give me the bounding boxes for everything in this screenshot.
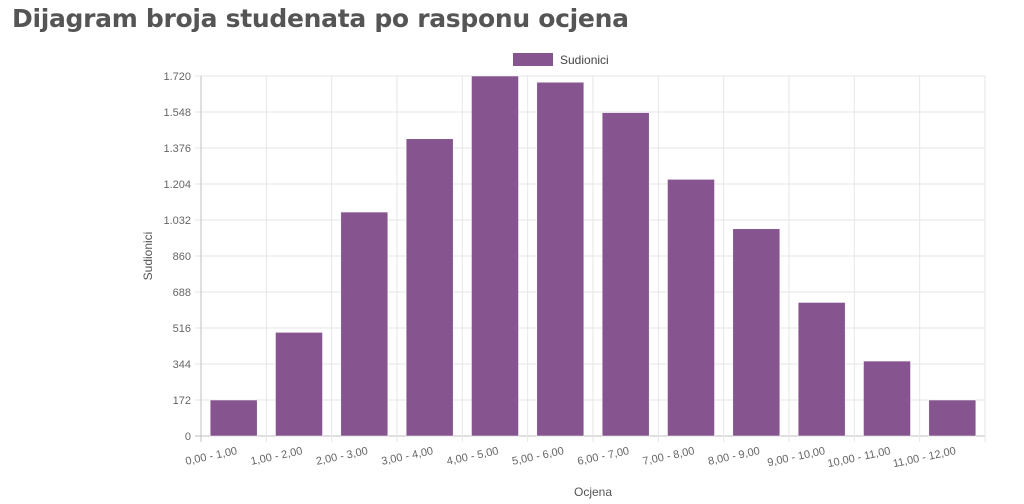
x-tick-label: 5,00 - 6,00 [511,445,565,468]
bar[interactable] [405,138,454,437]
bar[interactable] [209,399,258,437]
x-axis-title: Ocjena [574,485,612,499]
bar[interactable] [797,302,846,437]
bar[interactable] [732,228,781,437]
x-tick-label: 0,00 - 1,00 [184,445,238,468]
legend-label[interactable]: Sudionici [560,53,609,67]
y-tick-label: 516 [173,323,191,335]
x-tick-label: 1,00 - 2,00 [250,445,304,468]
x-tick-label: 6,00 - 7,00 [576,445,630,468]
bars [209,75,977,437]
x-tick-label: 4,00 - 5,00 [446,445,500,468]
y-tick-label: 860 [173,251,191,263]
x-tick-label: 11,00 - 12,00 [892,445,957,470]
y-tick-label: 1.032 [163,215,191,227]
legend-swatch[interactable] [513,53,553,66]
x-tick-label: 2,00 - 3,00 [315,445,369,468]
x-tick-label: 9,00 - 10,00 [766,445,826,469]
y-tick-label: 688 [173,287,191,299]
bar[interactable] [863,360,911,437]
x-tick-label: 8,00 - 9,00 [707,445,761,468]
bar[interactable] [601,112,650,437]
bar[interactable] [928,399,977,437]
y-tick-label: 1.204 [163,179,191,191]
bar[interactable] [275,332,323,437]
grid-lines [195,75,986,442]
y-tick-label: 1.548 [163,107,191,119]
bar[interactable] [667,179,715,437]
y-axis-title: Sudionici [141,232,155,281]
x-tick-label: 10,00 - 11,00 [827,445,892,470]
bar[interactable] [536,82,585,437]
x-tick-label: 7,00 - 8,00 [642,445,696,468]
y-tick-label: 172 [173,395,191,407]
x-tick-label: 3,00 - 4,00 [380,445,434,468]
y-tick-label: 0 [185,431,191,443]
bar[interactable] [340,211,389,437]
page-title: Dijagram broja studenata po rasponu ocje… [12,4,629,33]
y-tick-label: 1.720 [163,71,191,83]
y-tick-label: 344 [173,359,191,371]
legend[interactable]: Sudionici [513,53,609,67]
y-tick-label: 1.376 [163,143,191,155]
bar[interactable] [471,75,519,437]
